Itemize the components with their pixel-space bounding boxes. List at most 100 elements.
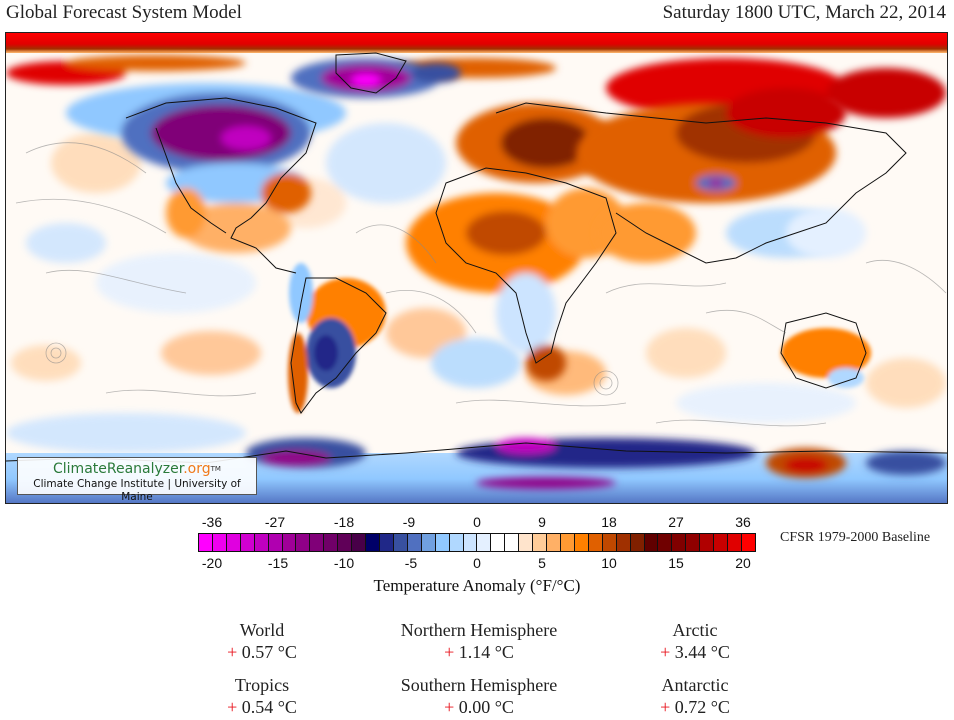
color-swatch [686, 534, 701, 551]
tick-c: -10 [333, 555, 355, 571]
color-swatch [310, 534, 325, 551]
tick-f: 27 [668, 514, 684, 530]
stat-southern-hemisphere: Southern Hemisphere + 0.00 °C [359, 674, 599, 718]
color-swatch [700, 534, 715, 551]
tick-f: 36 [735, 514, 751, 530]
model-title: Global Forecast System Model [6, 2, 242, 23]
color-swatch [477, 534, 492, 551]
legend-celsius-ticks: -20 -15 -10 -5 0 5 10 15 20 [198, 555, 756, 571]
climate-reanalyzer-logo: ClimateReanalyzer.orgTM Climate Change I… [17, 457, 257, 503]
stat-northern-hemisphere: Northern Hemisphere + 1.14 °C [359, 619, 599, 663]
color-swatch [379, 534, 394, 551]
tick-f: -9 [402, 514, 416, 530]
plus-sign: + [444, 697, 455, 717]
stat-tropics: Tropics + 0.54 °C [142, 674, 382, 718]
tick-c: -20 [201, 555, 223, 571]
logo-subtitle: Climate Change Institute | University of… [33, 478, 241, 503]
stat-number: 0.72 °C [674, 697, 730, 717]
color-swatch [741, 534, 755, 551]
stat-number: 3.44 °C [674, 642, 730, 662]
color-swatch [491, 534, 506, 551]
color-swatch [366, 534, 380, 551]
color-swatch [324, 534, 339, 551]
color-swatch [254, 534, 269, 551]
stat-number: 0.57 °C [241, 642, 297, 662]
color-swatch [602, 534, 617, 551]
color-swatch [226, 534, 241, 551]
legend-axis-label: Temperature Anomaly (°F/°C) [373, 576, 581, 595]
stat-region: Northern Hemisphere [400, 620, 558, 640]
color-swatch [463, 534, 478, 551]
color-swatch [588, 534, 603, 551]
color-swatch [714, 534, 729, 551]
baseline-note: CFSR 1979-2000 Baseline [780, 530, 931, 545]
color-swatch [616, 534, 631, 551]
color-swatch [435, 534, 450, 551]
stat-world: World + 0.57 °C [142, 619, 382, 663]
forecast-datetime: Saturday 1800 UTC, March 22, 2014 [662, 2, 946, 23]
color-swatch [352, 534, 367, 551]
color-swatch [658, 534, 673, 551]
color-swatch [505, 534, 520, 551]
stat-value: + 1.14 °C [359, 641, 599, 663]
stat-region: Southern Hemisphere [400, 675, 558, 695]
plus-sign: + [660, 642, 671, 662]
tick-f: 0 [473, 514, 481, 530]
tick-c: -5 [404, 555, 418, 571]
color-swatch [644, 534, 659, 551]
color-swatch [212, 534, 227, 551]
stat-number: 0.54 °C [241, 697, 297, 717]
color-swatch [560, 534, 575, 551]
tick-f: -18 [333, 514, 355, 530]
temperature-anomaly-map: ClimateReanalyzer.orgTM Climate Change I… [5, 32, 948, 504]
color-scale-bar [198, 533, 756, 552]
stat-region: Tropics [234, 675, 290, 695]
tick-c: 20 [735, 555, 751, 571]
tick-f: -36 [201, 514, 223, 530]
color-swatch [296, 534, 311, 551]
stat-value: + 0.54 °C [142, 696, 382, 718]
legend-fahrenheit-ticks: -36 -27 -18 -9 0 9 18 27 36 [198, 514, 756, 530]
color-swatch [672, 534, 687, 551]
stat-region: World [239, 620, 285, 640]
color-swatch [393, 534, 408, 551]
logo-brand-orange: .org [183, 461, 211, 477]
tick-f: -27 [264, 514, 286, 530]
color-swatch [240, 534, 255, 551]
color-swatch [519, 534, 534, 551]
stat-antarctic: Antarctic + 0.72 °C [575, 674, 815, 718]
color-swatch [547, 534, 561, 551]
tick-c: 15 [668, 555, 684, 571]
stat-value: + 3.44 °C [575, 641, 815, 663]
color-swatch [574, 534, 589, 551]
tick-c: -15 [267, 555, 289, 571]
logo-brand-green: ClimateReanalyzer [53, 461, 184, 477]
plus-sign: + [444, 642, 455, 662]
color-swatch [338, 534, 353, 551]
color-swatch [421, 534, 436, 551]
plus-sign: + [227, 642, 238, 662]
map-graphic [6, 33, 947, 503]
stat-value: + 0.57 °C [142, 641, 382, 663]
color-swatch [268, 534, 283, 551]
color-swatch [407, 534, 422, 551]
stat-number: 1.14 °C [458, 642, 514, 662]
color-swatch [728, 534, 742, 551]
plus-sign: + [660, 697, 671, 717]
tick-c: 0 [473, 555, 481, 571]
stat-region: Arctic [672, 620, 718, 640]
stat-value: + 0.00 °C [359, 696, 599, 718]
plus-sign: + [227, 697, 238, 717]
color-swatch [449, 534, 464, 551]
logo-brand: ClimateReanalyzer.orgTM [18, 460, 256, 478]
tick-f: 18 [601, 514, 617, 530]
stat-arctic: Arctic + 3.44 °C [575, 619, 815, 663]
tick-c: 5 [538, 555, 546, 571]
color-swatch [282, 534, 297, 551]
color-swatch [199, 534, 213, 551]
stat-region: Antarctic [661, 675, 729, 695]
tick-c: 10 [601, 555, 617, 571]
color-swatch [630, 534, 645, 551]
stat-number: 0.00 °C [458, 697, 514, 717]
color-swatch [533, 534, 548, 551]
